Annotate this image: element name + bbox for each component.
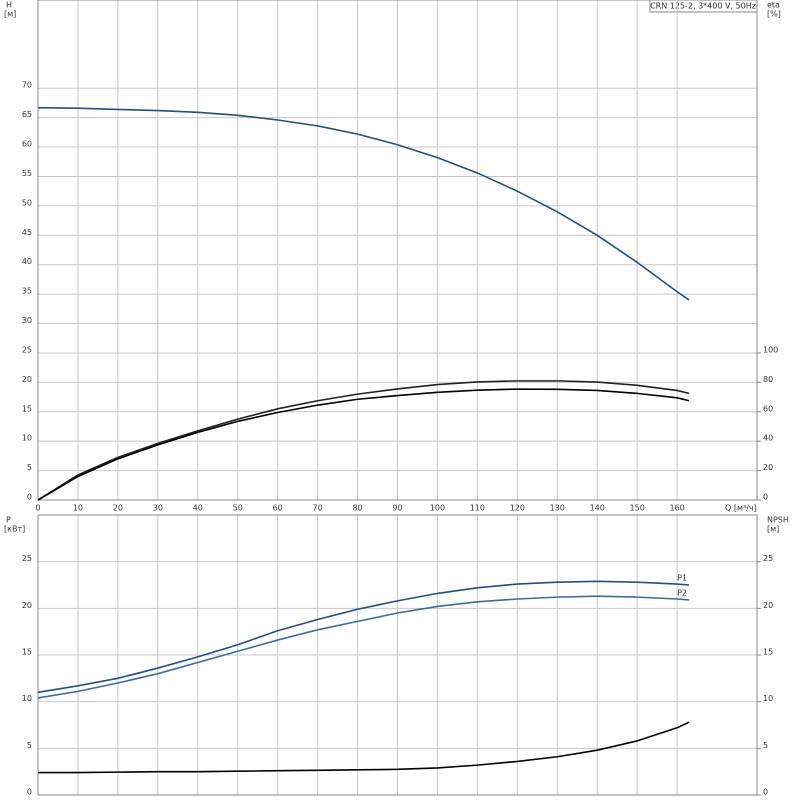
y-tick-label: 20 — [22, 601, 32, 610]
y2-axis-label: NPSH — [767, 516, 789, 525]
y-tick-label: 0 — [27, 493, 32, 502]
x-tick-label: 80 — [352, 504, 362, 513]
x-tick-label: 30 — [153, 504, 163, 513]
x-tick-label: 70 — [313, 504, 323, 513]
y-tick-label: 0 — [27, 788, 32, 797]
curve — [37, 380, 690, 501]
x-tick-label: 130 — [550, 504, 565, 513]
y-tick-label: 35 — [22, 287, 32, 296]
y-tick-label: 30 — [22, 316, 32, 325]
y-tick-label: 65 — [22, 110, 32, 119]
x-tick-label: 50 — [233, 504, 243, 513]
y-tick-label: 10 — [22, 434, 32, 443]
y-tick-label: 50 — [22, 198, 32, 207]
y-tick-label: 70 — [22, 81, 32, 90]
y-tick-label: 5 — [27, 463, 32, 472]
y-axis-label: H — [6, 1, 12, 10]
y2-tick-label: 5 — [763, 741, 768, 750]
y-tick-label: 25 — [22, 554, 32, 563]
x-tick-label: 160 — [669, 504, 684, 513]
y2-tick-label: 15 — [763, 648, 773, 657]
curve — [38, 721, 690, 774]
curve — [37, 595, 690, 699]
x-tick-label: 0 — [35, 504, 40, 513]
y-axis-label: P — [6, 516, 11, 525]
x-tick-label: 10 — [73, 504, 83, 513]
y-axis-unit: [кВт] — [4, 525, 25, 534]
y2-axis-unit: [м] — [767, 525, 779, 534]
x-tick-label: 100 — [430, 504, 445, 513]
y2-axis-unit: [%] — [767, 10, 781, 19]
y-tick-label: 15 — [22, 648, 32, 657]
y-tick-label: 25 — [22, 345, 32, 354]
x-tick-label: 140 — [590, 504, 605, 513]
y2-tick-label: 20 — [763, 601, 773, 610]
x-tick-label: 60 — [273, 504, 283, 513]
y2-tick-label: 20 — [763, 463, 773, 472]
x-tick-label: 150 — [630, 504, 645, 513]
plot-frame — [37, 0, 758, 501]
y-axis-unit: [м] — [4, 10, 16, 19]
curve — [37, 106, 690, 301]
curve — [37, 388, 690, 501]
y-tick-label: 60 — [22, 140, 32, 149]
x-axis-label: Q [м³/ч] — [725, 504, 757, 513]
y-tick-label: 5 — [27, 741, 32, 750]
y2-tick-label: 60 — [763, 404, 773, 413]
chart-title: CRN 125-2, 3*400 V, 50Hz — [650, 2, 756, 11]
x-tick-label: 20 — [113, 504, 123, 513]
y-tick-label: 20 — [22, 375, 32, 384]
y2-tick-label: 40 — [763, 434, 773, 443]
y2-tick-label: 100 — [763, 345, 778, 354]
series-label: P1 — [677, 574, 687, 583]
y-tick-label: 45 — [22, 228, 32, 237]
x-tick-label: 90 — [392, 504, 402, 513]
y2-axis-label: eta — [767, 1, 780, 10]
x-tick-label: 40 — [193, 504, 203, 513]
y2-tick-label: 25 — [763, 554, 773, 563]
x-tick-label: 110 — [470, 504, 485, 513]
y2-tick-label: 10 — [763, 694, 773, 703]
y2-tick-label: 80 — [763, 375, 773, 384]
curve — [37, 580, 690, 694]
y2-tick-label: 0 — [763, 788, 768, 797]
y-tick-label: 15 — [22, 404, 32, 413]
y-tick-label: 55 — [22, 169, 32, 178]
y2-tick-label: 0 — [763, 493, 768, 502]
x-tick-label: 120 — [510, 504, 525, 513]
plot-frame — [37, 514, 758, 796]
series-label: P2 — [677, 588, 687, 597]
y-tick-label: 10 — [22, 694, 32, 703]
y-tick-label: 40 — [22, 257, 32, 266]
